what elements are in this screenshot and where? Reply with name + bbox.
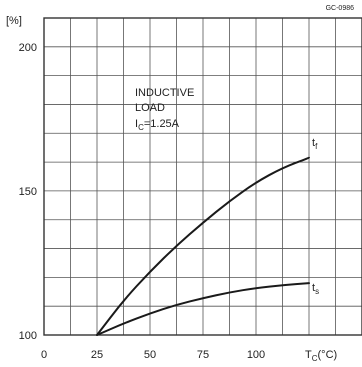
figure-code: GC-0986 [326,5,355,12]
annotation-line-2: LOAD [135,102,165,114]
x-tick-label: 100 [247,349,265,361]
x-axis-label: TC(°C) [305,349,337,363]
x-tick-label: 0 [41,349,47,361]
y-tick-label: 150 [19,186,37,198]
annotation-box: INDUCTIVE LOAD IC=1.25A [135,87,194,132]
series-label-ts: ts [312,282,319,296]
y-axis-label: [%] [6,15,22,27]
series-group: tf ts [97,137,319,335]
x-axis-label-unit: (°C) [318,349,338,361]
y-tick-label: 100 [19,330,37,342]
y-tick-label: 200 [19,42,37,54]
annotation-line-3: IC=1.25A [135,118,180,132]
x-tick-label: 50 [144,349,156,361]
x-tick-label: 25 [91,349,103,361]
annotation-current-value: =1.25A [144,118,180,130]
series-label-tf: tf [312,137,318,151]
series-label-subscript: f [315,142,318,151]
x-tick-label: 75 [197,349,209,361]
series-label-subscript: s [315,287,319,296]
annotation-line-1: INDUCTIVE [135,87,194,99]
